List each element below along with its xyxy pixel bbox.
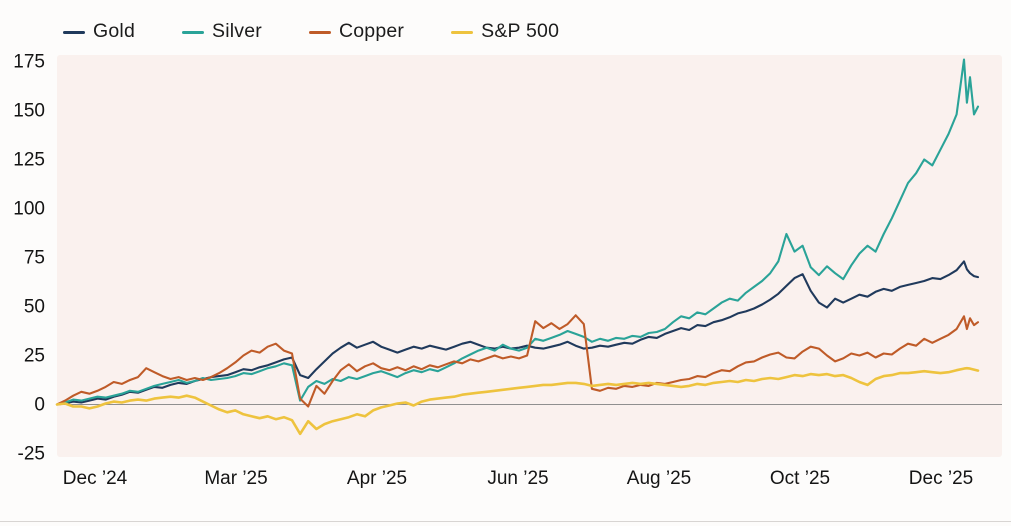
plot-area [57, 55, 1002, 457]
y-axis-tick-label: 75 [23, 247, 45, 268]
y-axis-tick-label: -25 [17, 443, 45, 464]
legend-line-swatch-icon [63, 30, 85, 34]
y-axis-tick-label: 125 [13, 149, 45, 170]
x-axis-tick-label: Jun ’25 [487, 468, 549, 489]
chart-legend: Gold Silver Copper S&P 500 [63, 19, 559, 45]
y-axis-tick-label: 50 [23, 296, 45, 317]
legend-label: S&P 500 [481, 20, 560, 43]
legend-line-swatch-icon [451, 30, 474, 34]
x-axis-tick-label: Aug ’25 [626, 468, 692, 489]
legend-line-swatch-icon [182, 30, 204, 34]
legend-item-gold[interactable]: Gold [63, 22, 135, 42]
legend-item-copper[interactable]: Copper [308, 20, 405, 43]
bottom-divider [0, 521, 1011, 522]
legend-line-swatch-icon [308, 30, 331, 34]
x-axis-tick-label: Dec ’24 [62, 468, 128, 489]
x-axis-tick-label: Mar ’25 [204, 468, 268, 489]
y-axis-tick-label: 100 [13, 198, 45, 219]
legend-label: Silver [212, 20, 262, 43]
y-axis-tick-label: 25 [23, 345, 45, 366]
legend-item-s-p-500[interactable]: S&P 500 [451, 22, 559, 42]
y-axis-tick-label: 175 [13, 51, 45, 72]
x-axis-tick-label: Dec ’25 [908, 468, 974, 489]
x-axis-tick-label: Oct ’25 [769, 468, 831, 489]
legend-item-silver[interactable]: Silver [182, 22, 262, 42]
legend-label: Copper [338, 20, 405, 43]
zero-baseline [57, 404, 1002, 405]
legend-label: Gold [93, 20, 135, 43]
x-axis-tick-label: Apr ’25 [346, 468, 408, 489]
y-axis-tick-label: 0 [34, 394, 45, 415]
y-axis-tick-label: 150 [13, 100, 45, 121]
